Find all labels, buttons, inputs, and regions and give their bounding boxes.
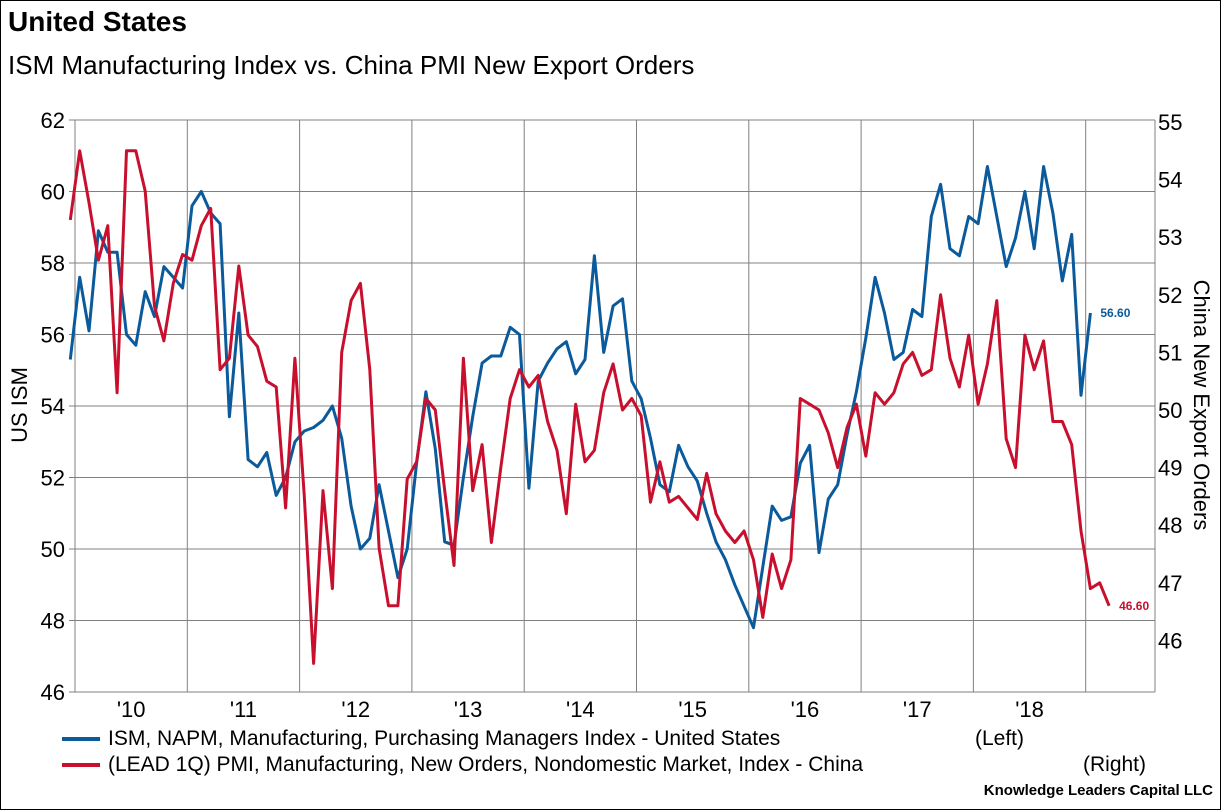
tick-labels: 46 48 50 52 54 56 58 60 62 46 47 48 49 50 51 52 53 54 55 '1… [41, 108, 1183, 722]
left-tick-label: 48 [41, 609, 65, 634]
x-tick-label: '13 [454, 697, 483, 722]
legend-swatch-ism [62, 737, 100, 742]
legend-label-china: (LEAD 1Q) PMI, Manufacturing, New Orders… [108, 753, 864, 776]
right-tick-label: 55 [1158, 110, 1182, 135]
x-tick-label: '16 [791, 697, 820, 722]
legend-item-china: (LEAD 1Q) PMI, Manufacturing, New Orders… [62, 753, 1146, 777]
ism-last-value-label: 56.60 [1100, 306, 1130, 320]
x-tick-label: '12 [341, 697, 370, 722]
china-series-line [68, 149, 1111, 665]
right-axis-title: China New Export Orders [1189, 280, 1214, 531]
ism-series-line [68, 165, 1092, 630]
right-tick-label: 48 [1158, 513, 1182, 538]
legend-label-ism: ISM, NAPM, Manufacturing, Purchasing Man… [108, 727, 781, 750]
chart-subtitle: ISM Manufacturing Index vs. China PMI Ne… [8, 50, 695, 80]
x-tick-label: '11 [230, 697, 257, 722]
left-tick-label: 50 [41, 537, 65, 562]
chart-title: United States [8, 6, 187, 37]
legend-side-china: (Right) [1083, 753, 1147, 776]
left-tick-label: 60 [41, 180, 65, 205]
right-tick-label: 47 [1158, 571, 1182, 596]
x-tick-label: '15 [678, 697, 707, 722]
right-tick-label: 52 [1158, 283, 1182, 308]
right-tick-label: 50 [1158, 398, 1182, 423]
legend-swatch-china [62, 763, 100, 768]
left-tick-label: 62 [41, 108, 65, 133]
credit-text: Knowledge Leaders Capital LLC [983, 782, 1213, 799]
left-axis-title: US ISM [7, 367, 32, 443]
right-tick-label: 53 [1158, 225, 1182, 250]
right-tick-label: 54 [1158, 168, 1182, 193]
x-tick-label: '14 [566, 697, 595, 722]
left-tick-label: 58 [41, 251, 65, 276]
x-tick-label: '10 [117, 697, 146, 722]
china-last-value-label: 46.60 [1119, 599, 1149, 613]
left-tick-label: 52 [41, 466, 65, 491]
right-tick-label: 49 [1158, 456, 1182, 481]
legend-item-ism: ISM, NAPM, Manufacturing, Purchasing Man… [62, 727, 1024, 751]
left-tick-label: 46 [41, 680, 65, 705]
x-tick-label: '18 [1015, 697, 1044, 722]
right-tick-label: 51 [1158, 340, 1182, 365]
left-tick-label: 56 [41, 323, 65, 348]
x-tick-label: '17 [903, 697, 932, 722]
gridlines [69, 119, 1156, 693]
left-tick-label: 54 [41, 394, 65, 419]
legend-side-ism: (Left) [975, 727, 1025, 750]
series-lines: 56.60 46.60 [68, 149, 1149, 665]
right-tick-label: 46 [1158, 628, 1182, 653]
